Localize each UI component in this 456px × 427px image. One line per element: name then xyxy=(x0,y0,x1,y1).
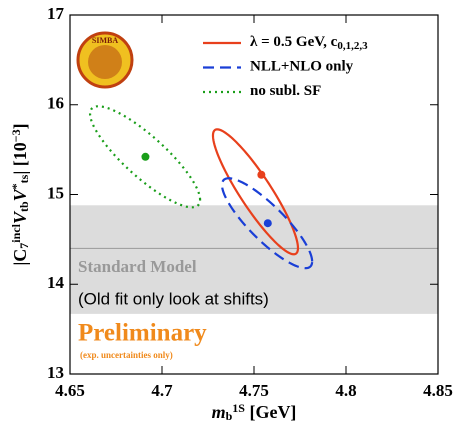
point xyxy=(257,171,265,179)
logo-face xyxy=(88,45,122,79)
y-tick-label: 16 xyxy=(47,94,64,113)
x-tick-label: 4.8 xyxy=(335,381,356,400)
legend-label: no subl. SF xyxy=(250,83,321,99)
annotation: Preliminary xyxy=(78,320,207,347)
x-tick-label: 4.7 xyxy=(151,381,173,400)
annotation: (exp. uncertainties only) xyxy=(80,350,173,360)
legend-name: no subl. SF xyxy=(250,83,321,99)
label-part: m xyxy=(212,402,226,422)
label-part: ts xyxy=(17,174,31,183)
label-part: 1S xyxy=(232,401,245,415)
label-part: |C xyxy=(10,249,30,266)
x-axis-label: mb1S [GeV] xyxy=(212,401,297,423)
y-tick-label: 15 xyxy=(47,183,64,202)
legend-sub: 0,1,2,3 xyxy=(337,40,368,52)
x-tick-label: 4.65 xyxy=(55,381,85,400)
y-tick-label: 17 xyxy=(47,4,65,23)
logo-text: SIMBA xyxy=(92,36,118,45)
logo: SIMBA xyxy=(78,33,132,87)
band-label: Standard Model xyxy=(78,257,197,276)
y-tick-label: 14 xyxy=(47,273,65,292)
page: SIMBA Standard Model (Old fit only look a… xyxy=(0,0,456,427)
legend-label: λ = 0.5 GeV, c0,1,2,3 xyxy=(250,34,368,51)
point xyxy=(141,153,149,161)
label-part: [GeV] xyxy=(245,402,296,422)
point xyxy=(264,219,272,227)
label-part: | [10 xyxy=(10,142,30,174)
annotation: (Old fit only look at shifts) xyxy=(78,289,269,308)
label-part: incl xyxy=(9,223,23,242)
y-tick-label: 13 xyxy=(47,363,64,382)
x-tick-label: 4.85 xyxy=(423,381,453,400)
label-part: ] xyxy=(10,123,30,129)
x-tick-label: 4.75 xyxy=(239,381,269,400)
label-part: −3 xyxy=(9,129,23,142)
label-part: tb xyxy=(17,201,31,212)
legend-name: λ = 0.5 GeV, c xyxy=(250,34,338,50)
y-axis-label: |C7inclVtbV*ts| [10−3] xyxy=(9,123,31,265)
legend-name: NLL+NLO only xyxy=(250,59,354,75)
chart: SIMBA Standard Model (Old fit only look a… xyxy=(0,0,456,427)
legend-label: NLL+NLO only xyxy=(250,59,354,75)
